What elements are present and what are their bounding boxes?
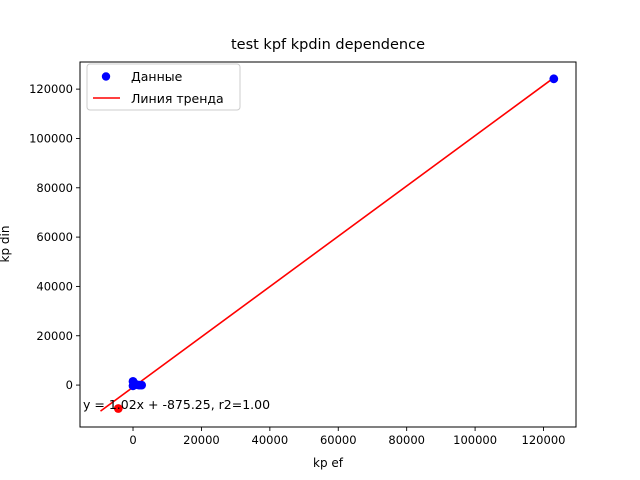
x-tick-label: 80000 — [388, 433, 425, 447]
y-axis-label: kp din — [0, 226, 12, 263]
y-tick-label: 20000 — [36, 329, 73, 343]
x-axis-label: kp ef — [313, 456, 344, 470]
data-point — [549, 74, 559, 84]
data-point — [128, 381, 138, 391]
trend-line — [100, 77, 555, 412]
chart-title: test kpf kpdin dependence — [231, 37, 425, 53]
legend-label-trend: Линия тренда — [131, 91, 224, 106]
legend-label-data: Данные — [131, 69, 183, 84]
data-point — [137, 380, 147, 390]
legend-marker-data — [101, 72, 111, 81]
x-axis: 0 20000 40000 60000 80000 100000 120000 — [129, 427, 565, 447]
plot-frame — [79, 61, 577, 428]
y-tick-label: 60000 — [36, 230, 73, 244]
y-tick-label: 40000 — [36, 279, 73, 293]
legend: Данные Линия тренда — [86, 63, 241, 111]
legend-box — [86, 63, 241, 111]
highlight-point — [113, 404, 123, 413]
x-tick-label: 40000 — [252, 433, 289, 447]
trend-equation-annotation: y = 1.02x + -875.25, r2=1.00 — [83, 397, 270, 412]
x-tick-label: 20000 — [183, 433, 220, 447]
x-tick-label: 0 — [129, 433, 136, 447]
y-tick-label: 120000 — [29, 82, 73, 96]
chart-marks — [100, 74, 559, 413]
y-tick-label: 0 — [66, 378, 73, 392]
x-tick-label: 120000 — [522, 433, 566, 447]
y-axis: 0 20000 40000 60000 80000 100000 120000 — [29, 82, 80, 392]
y-tick-label: 100000 — [29, 131, 73, 145]
x-tick-label: 100000 — [453, 433, 497, 447]
x-tick-label: 60000 — [320, 433, 357, 447]
y-tick-label: 80000 — [36, 181, 73, 195]
